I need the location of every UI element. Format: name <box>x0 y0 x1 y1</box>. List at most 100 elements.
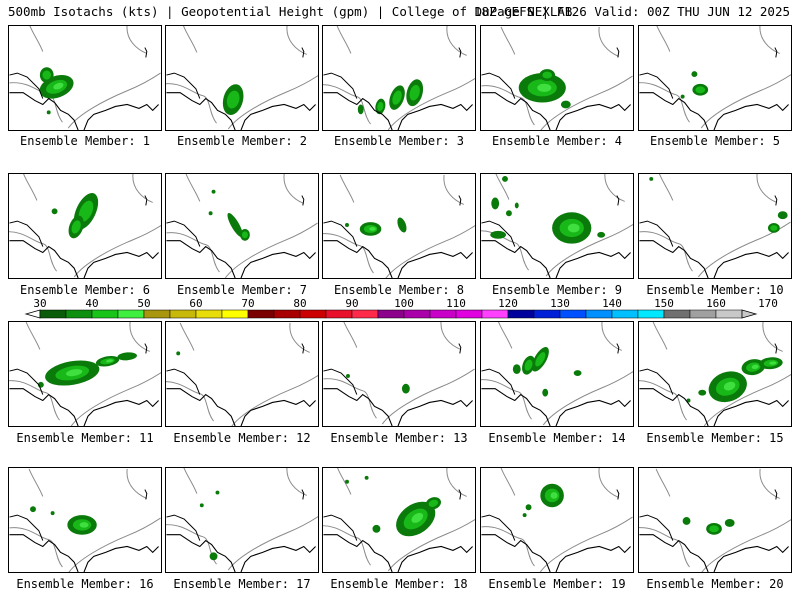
height-contour <box>500 26 516 55</box>
isotach-area <box>227 212 243 238</box>
height-contour <box>67 72 161 129</box>
ensemble-panel-1 <box>8 25 162 131</box>
height-contour <box>652 322 668 350</box>
member-label: Ensemble Member: 15 <box>646 431 784 445</box>
colorbar-swatch <box>299 309 327 319</box>
panel-map-11 <box>9 322 161 426</box>
isotach-area <box>692 83 709 96</box>
height-contour <box>756 174 777 203</box>
island-outline <box>144 343 148 354</box>
isotach-area <box>45 360 100 386</box>
colorbar-tick-label: 130 <box>550 297 570 310</box>
colorbar-swatch <box>507 309 535 319</box>
height-contour <box>283 174 304 204</box>
colorbar-swatch <box>429 309 457 319</box>
colorbar-swatch <box>611 309 639 319</box>
isotach-area <box>51 208 58 215</box>
panel-map-9 <box>481 174 633 278</box>
height-contour <box>446 26 467 56</box>
isotach-area <box>698 389 707 396</box>
height-contour <box>179 322 195 351</box>
height-contour <box>639 231 693 272</box>
isotach-area <box>724 519 735 527</box>
colorbar-swatch <box>273 309 301 319</box>
panel-map-15 <box>639 322 791 426</box>
border-line <box>639 514 674 541</box>
height-contour <box>495 174 510 200</box>
island-outline <box>458 47 462 58</box>
height-contour <box>25 322 41 350</box>
header-title: 500mb Isotachs (kts) | Geopotential Heig… <box>8 4 573 19</box>
isotach-area <box>539 69 556 81</box>
height-contour <box>185 174 201 202</box>
ensemble-panel-12 <box>165 321 319 427</box>
isotach-area <box>375 98 386 115</box>
border-line <box>9 220 44 247</box>
border-line <box>323 368 358 395</box>
colorbar-swatch <box>403 309 431 319</box>
island-outline <box>774 47 778 58</box>
colorbar-left-arrow <box>24 309 41 319</box>
height-contour <box>323 378 377 419</box>
colorbar-tick-label: 170 <box>758 297 778 310</box>
colorbar: 30 40 50 60 70 80 90 100 110 120 130 140 150 160 170 <box>0 296 800 324</box>
ensemble-panel-3 <box>322 25 476 131</box>
height-contour <box>443 174 464 205</box>
height-contour <box>9 380 60 421</box>
colorbar-swatch <box>39 309 67 319</box>
height-contour <box>598 26 619 57</box>
isotach-area <box>706 522 722 535</box>
member-label: Ensemble Member: 1 <box>19 134 151 148</box>
height-contour <box>656 26 671 52</box>
border-line <box>9 72 44 99</box>
height-contour <box>166 232 220 273</box>
coastline <box>639 240 789 278</box>
ensemble-panel-17 <box>165 467 319 573</box>
island-outline <box>301 489 305 500</box>
ensemble-panel-10 <box>638 173 792 279</box>
coastline <box>639 92 789 130</box>
height-contour <box>323 84 371 125</box>
ensemble-panel-20 <box>638 467 792 573</box>
isotach-area <box>46 110 51 115</box>
coastline <box>481 240 631 278</box>
island-outline <box>774 343 778 354</box>
isotach-area <box>117 352 137 361</box>
isotach-area <box>542 388 549 397</box>
colorbar-swatch <box>663 309 691 319</box>
isotach-area <box>176 351 181 356</box>
height-contour <box>68 517 161 572</box>
height-contour <box>639 527 690 568</box>
ensemble-panel-7 <box>165 173 319 279</box>
colorbar-svg: 30 40 50 60 70 80 90 100 110 120 130 140 150 160 170 <box>24 297 778 319</box>
isotach-area <box>522 355 536 375</box>
height-contour <box>639 380 687 421</box>
ensemble-panel-11 <box>8 321 162 427</box>
member-label: Ensemble Member: 11 <box>16 431 154 445</box>
height-contour <box>500 468 516 496</box>
border-line <box>166 220 201 247</box>
coastline <box>639 388 789 426</box>
colorbar-swatch <box>117 309 145 319</box>
height-contour <box>545 224 633 277</box>
panel-map-19 <box>481 468 633 572</box>
isotach-area <box>396 501 436 537</box>
isotach-area <box>560 100 571 109</box>
ensemble-panel-19 <box>480 467 634 573</box>
height-contour <box>440 322 461 350</box>
header-run-info: 18Z GEFS | F126 Valid: 00Z THU JUN 12 20… <box>473 4 790 19</box>
colorbar-tick-label: 40 <box>85 297 98 310</box>
isotach-area <box>777 211 788 220</box>
border-line <box>166 72 201 99</box>
panel-map-1 <box>9 26 161 130</box>
isotach-area <box>240 228 250 241</box>
island-outline <box>458 343 462 354</box>
coastline <box>323 240 473 278</box>
colorbar-tick-label: 50 <box>137 297 150 310</box>
height-contour <box>227 75 318 130</box>
height-contour <box>224 222 318 278</box>
height-contour <box>339 174 355 203</box>
isotach-area <box>372 524 381 533</box>
ensemble-panel-5 <box>638 25 792 131</box>
colorbar-swatch <box>637 309 665 319</box>
